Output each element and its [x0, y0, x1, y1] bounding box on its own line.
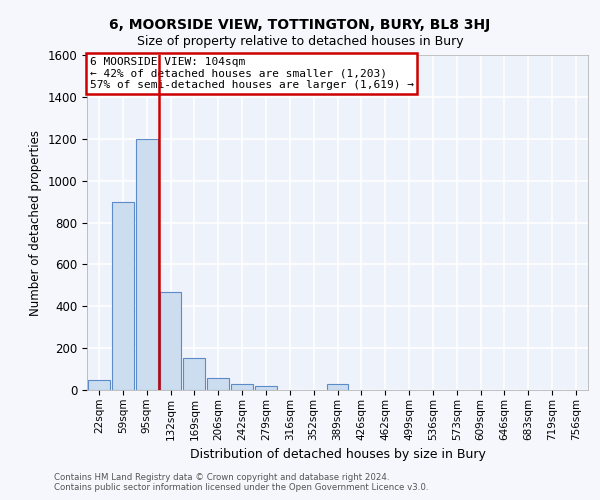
Bar: [207, 378, 229, 390]
Bar: [184, 358, 205, 390]
Text: 6, MOORSIDE VIEW, TOTTINGTON, BURY, BL8 3HJ: 6, MOORSIDE VIEW, TOTTINGTON, BURY, BL8 …: [109, 18, 491, 32]
Text: Size of property relative to detached houses in Bury: Size of property relative to detached ho…: [137, 35, 463, 48]
Bar: [88, 380, 110, 390]
Text: 6 MOORSIDE VIEW: 104sqm
← 42% of detached houses are smaller (1,203)
57% of semi: 6 MOORSIDE VIEW: 104sqm ← 42% of detache…: [89, 56, 413, 90]
Bar: [231, 384, 253, 390]
Bar: [136, 138, 158, 390]
X-axis label: Distribution of detached houses by size in Bury: Distribution of detached houses by size …: [190, 448, 485, 461]
Text: Contains HM Land Registry data © Crown copyright and database right 2024.
Contai: Contains HM Land Registry data © Crown c…: [54, 473, 428, 492]
Bar: [160, 292, 181, 390]
Bar: [112, 202, 134, 390]
Y-axis label: Number of detached properties: Number of detached properties: [29, 130, 42, 316]
Bar: [326, 384, 349, 390]
Bar: [255, 386, 277, 390]
